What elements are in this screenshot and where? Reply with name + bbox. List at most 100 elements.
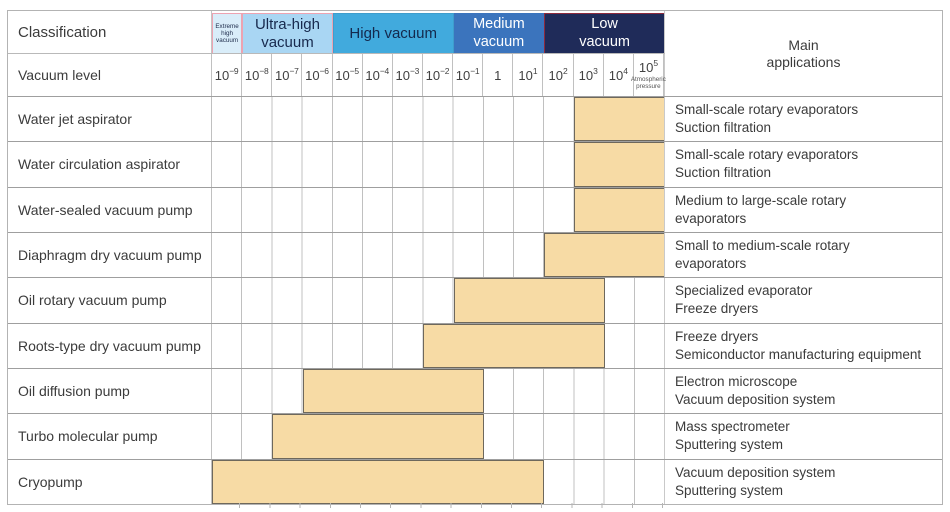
pump-rows: Water jet aspirator Small-scale rotary ev… bbox=[8, 96, 942, 504]
vacuum-level-tick-10e2: 102 bbox=[543, 54, 574, 96]
vacuum-level-tick-10e-5: 10−5 bbox=[333, 54, 363, 96]
tick-label: 10−9 bbox=[214, 65, 239, 83]
table-row: Diaphragm dry vacuum pump Small to medium… bbox=[8, 232, 942, 278]
pump-label-cell: Oil rotary vacuum pump bbox=[8, 278, 211, 322]
applications-text: Vacuum deposition system Sputtering syst… bbox=[664, 459, 942, 504]
table-row: Roots-type dry vacuum pump Freeze dryers … bbox=[8, 322, 942, 368]
applications-text: Electron microscope Vacuum deposition sy… bbox=[664, 369, 942, 414]
tick-label: 10−4 bbox=[365, 65, 389, 83]
pump-label: Diaphragm dry vacuum pump bbox=[18, 247, 202, 264]
vacuum-level-tick-10e-7: 10−7 bbox=[272, 54, 303, 96]
pump-range-cell bbox=[211, 369, 664, 414]
pump-range-cell bbox=[211, 414, 664, 459]
table-row: Oil rotary vacuum pump Specialized evapor… bbox=[8, 277, 942, 323]
classification-header-label: Classification bbox=[18, 24, 107, 41]
pump-label: Oil rotary vacuum pump bbox=[18, 292, 167, 309]
vacuum-level-tick-10e-8: 10−8 bbox=[242, 54, 273, 96]
pump-label-cell: Cryopump bbox=[8, 460, 211, 504]
vacuum-level-tick-10e-1: 10−1 bbox=[453, 54, 484, 96]
classification-header: Classification bbox=[8, 11, 211, 54]
pump-label-cell: Roots-type dry vacuum pump bbox=[8, 324, 211, 368]
vacuum-category-ultra-high-vacuum: Ultra-high vacuum bbox=[242, 13, 333, 54]
pump-label: Roots-type dry vacuum pump bbox=[18, 337, 201, 354]
tick-label: 104 bbox=[608, 65, 628, 83]
pump-label: Water jet aspirator bbox=[18, 111, 132, 128]
pump-range-cell bbox=[211, 187, 665, 232]
vacuum-level-tick-10e3: 103 bbox=[574, 54, 604, 96]
table-row: Oil diffusion pump Electron microscope Va… bbox=[8, 368, 942, 414]
pump-label: Turbo molecular pump bbox=[18, 428, 158, 445]
table-row: Water jet aspirator Small-scale rotary ev… bbox=[8, 96, 942, 142]
vacuum-level-tick-10e-9: 10−9 bbox=[212, 54, 243, 96]
tick-label: 103 bbox=[578, 65, 598, 83]
tick-label: 101 bbox=[518, 65, 538, 83]
tick-label: 10−6 bbox=[305, 65, 329, 83]
vacuum-level-tick-10e-6: 10−6 bbox=[302, 54, 333, 96]
vacuum-category-high-vacuum: High vacuum bbox=[332, 13, 454, 54]
pump-label-cell: Water jet aspirator bbox=[8, 97, 211, 141]
table-row: Water circulation aspirator Small-scale r… bbox=[8, 141, 942, 187]
applications-text: Small-scale rotary evaporators Suction f… bbox=[664, 142, 942, 187]
vacuum-category-medium-vacuum: Medium vacuum bbox=[453, 13, 545, 54]
range-bar bbox=[574, 142, 665, 187]
vacuum-level-tick-10e5: 105 Atmospheric pressure bbox=[630, 54, 666, 96]
vacuum-level-tick-10e-3: 10−3 bbox=[393, 54, 423, 96]
range-bar bbox=[574, 187, 665, 232]
pump-label-cell: Turbo molecular pump bbox=[8, 414, 211, 458]
vacuum-category-blocks: Extreme high vacuum Ultra-high vacuum High… bbox=[211, 11, 665, 54]
tick-label: 10−7 bbox=[275, 65, 299, 83]
tick-label: 1 bbox=[494, 67, 502, 83]
tick-label: 10−1 bbox=[455, 65, 480, 83]
pump-range-cell bbox=[211, 278, 664, 323]
vacuum-pump-classification-table: Classification Extreme high vacuum Ultra-… bbox=[7, 10, 943, 505]
table-row: Cryopump Vacuum deposition system Sputter… bbox=[8, 458, 942, 504]
atmospheric-pressure-note: Atmospheric pressure bbox=[630, 76, 666, 90]
pump-label-cell: Oil diffusion pump bbox=[8, 369, 211, 413]
applications-text: Freeze dryers Semiconductor manufacturin… bbox=[664, 323, 942, 368]
tick-label: 102 bbox=[548, 65, 568, 83]
range-bar bbox=[544, 233, 665, 278]
tick-label: 10−2 bbox=[425, 65, 450, 83]
applications-text: Small to medium-scale rotary evaporators bbox=[664, 233, 942, 278]
range-bar bbox=[423, 323, 605, 368]
vacuum-category-low-vacuum: Low vacuum bbox=[544, 13, 665, 54]
range-bar bbox=[453, 278, 605, 323]
applications-text: Medium to large-scale rotary evaporators bbox=[664, 187, 942, 232]
pump-range-cell bbox=[211, 459, 664, 504]
pump-range-cell bbox=[211, 323, 664, 368]
tick-label: 10−3 bbox=[395, 65, 420, 83]
range-bar bbox=[574, 97, 665, 142]
pump-label: Cryopump bbox=[18, 473, 83, 490]
vacuum-level-tick-1: 1 bbox=[483, 54, 514, 96]
range-bar bbox=[272, 414, 484, 459]
pump-range-cell bbox=[211, 97, 665, 142]
vacuum-level-row: Vacuum level 10−9 10−8 10−7 10−6 10−5 10−4 10−… bbox=[8, 54, 942, 96]
tick-label: 105 bbox=[638, 58, 658, 75]
range-bar bbox=[302, 369, 484, 414]
pump-label-cell: Diaphragm dry vacuum pump bbox=[8, 233, 211, 277]
tick-label: 10−5 bbox=[335, 65, 359, 83]
tick-label: 10−8 bbox=[244, 65, 269, 83]
range-bar bbox=[212, 459, 545, 504]
bottom-tick-marks bbox=[210, 503, 664, 508]
vacuum-level-header-label: Vacuum level bbox=[18, 67, 102, 83]
pump-label: Water circulation aspirator bbox=[18, 156, 181, 173]
pump-label-cell: Water-sealed vacuum pump bbox=[8, 188, 211, 232]
category-header-row: Classification Extreme high vacuum Ultra-… bbox=[8, 11, 942, 96]
vacuum-level-tick-10e1: 101 bbox=[513, 54, 544, 96]
pump-range-cell bbox=[211, 233, 665, 278]
vacuum-level-scale: 10−9 10−8 10−7 10−6 10−5 10−4 10−3 10−2 10−1 1 101… bbox=[211, 54, 666, 96]
applications-text: Small-scale rotary evaporators Suction f… bbox=[664, 97, 942, 142]
pump-label: Water-sealed vacuum pump bbox=[18, 201, 193, 218]
vacuum-level-tick-10e4: 104 bbox=[604, 54, 634, 96]
pump-label-cell: Water circulation aspirator bbox=[8, 142, 211, 186]
applications-text: Specialized evaporator Freeze dryers bbox=[664, 278, 942, 323]
table-row: Turbo molecular pump Mass spectrometer Sp… bbox=[8, 413, 942, 459]
pump-label: Oil diffusion pump bbox=[18, 383, 130, 400]
vacuum-level-header: Vacuum level bbox=[8, 54, 211, 96]
applications-text: Mass spectrometer Sputtering system bbox=[664, 414, 942, 459]
vacuum-category-extreme-high-vacuum: Extreme high vacuum bbox=[212, 13, 243, 54]
table-row: Water-sealed vacuum pump Medium to large-… bbox=[8, 186, 942, 232]
vacuum-level-tick-10e-2: 10−2 bbox=[423, 54, 453, 96]
